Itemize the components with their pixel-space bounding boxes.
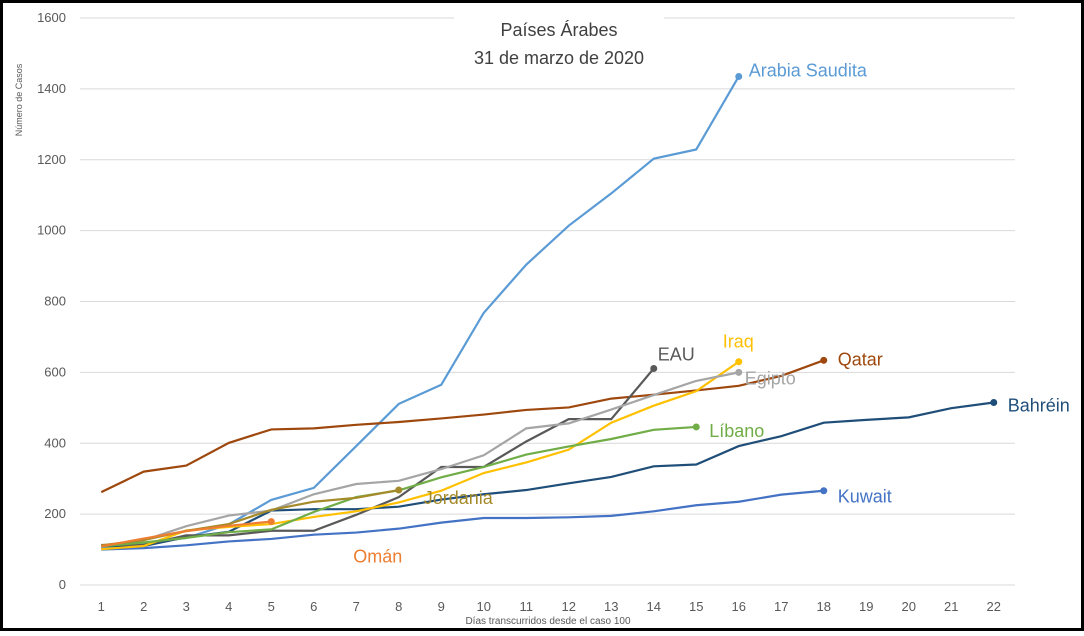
series-label: Kuwait [838, 487, 892, 507]
x-tick-label: 20 [902, 599, 916, 614]
end-marker [735, 358, 743, 366]
series-label: Qatar [838, 349, 883, 369]
x-tick-label: 14 [647, 599, 661, 614]
x-tick-label: 2 [140, 599, 147, 614]
x-tick-label: 8 [395, 599, 402, 614]
x-tick-label: 7 [353, 599, 360, 614]
end-marker [735, 72, 743, 80]
series-label: Jordania [424, 488, 494, 508]
x-tick-label: 12 [562, 599, 576, 614]
series-label: Arabia Saudita [749, 60, 868, 80]
y-tick-label: 1000 [37, 223, 66, 238]
end-marker [820, 356, 828, 364]
end-marker [735, 368, 743, 376]
end-marker [650, 364, 658, 372]
y-axis-label: Número de Casos [14, 63, 24, 136]
y-tick-label: 800 [44, 294, 66, 309]
x-tick-label: 6 [310, 599, 317, 614]
end-marker [395, 486, 403, 494]
x-tick-label: 22 [987, 599, 1001, 614]
line-series [101, 520, 272, 548]
end-marker [820, 487, 828, 495]
y-tick-label: 400 [44, 435, 66, 450]
line-series [101, 401, 994, 548]
series-label: Iraq [723, 332, 754, 352]
y-tick-label: 1200 [37, 152, 66, 167]
x-tick-label: 4 [225, 599, 232, 614]
end-marker [267, 518, 275, 526]
x-axis-label: Días transcurridos desde el caso 100 [465, 616, 631, 627]
x-tick-label: 10 [477, 599, 491, 614]
x-tick-label: 15 [689, 599, 703, 614]
x-tick-label: 16 [732, 599, 746, 614]
x-tick-label: 3 [183, 599, 190, 614]
line-series [101, 488, 399, 547]
x-tick-label: 5 [268, 599, 275, 614]
x-tick-label: 13 [604, 599, 618, 614]
x-tick-label: 18 [817, 599, 831, 614]
line-series [101, 371, 739, 548]
y-tick-label: 0 [59, 577, 66, 592]
line-series [101, 489, 824, 551]
x-tick-label: 1 [98, 599, 105, 614]
x-tick-label: 19 [859, 599, 873, 614]
y-tick-label: 1600 [37, 10, 66, 25]
series-label: EAU [658, 344, 695, 364]
end-marker [692, 423, 700, 431]
x-tick-label: 17 [774, 599, 788, 614]
end-marker [990, 398, 998, 406]
chart-title: Países Árabes [500, 20, 617, 40]
y-tick-label: 600 [44, 364, 66, 379]
series-label: Egipto [745, 368, 796, 388]
title-box [454, 14, 664, 78]
x-tick-label: 11 [520, 599, 534, 614]
chart-subtitle: 31 de marzo de 2020 [474, 48, 644, 68]
line-series [101, 75, 740, 550]
y-tick-label: 1400 [37, 81, 66, 96]
series-label: Bahréin [1008, 395, 1070, 415]
x-tick-label: 21 [944, 599, 958, 614]
series-label: Líbano [709, 421, 764, 441]
series-label: Omán [353, 547, 402, 567]
line-series [100, 359, 825, 494]
y-tick-label: 200 [44, 506, 66, 521]
x-tick-label: 9 [438, 599, 445, 614]
